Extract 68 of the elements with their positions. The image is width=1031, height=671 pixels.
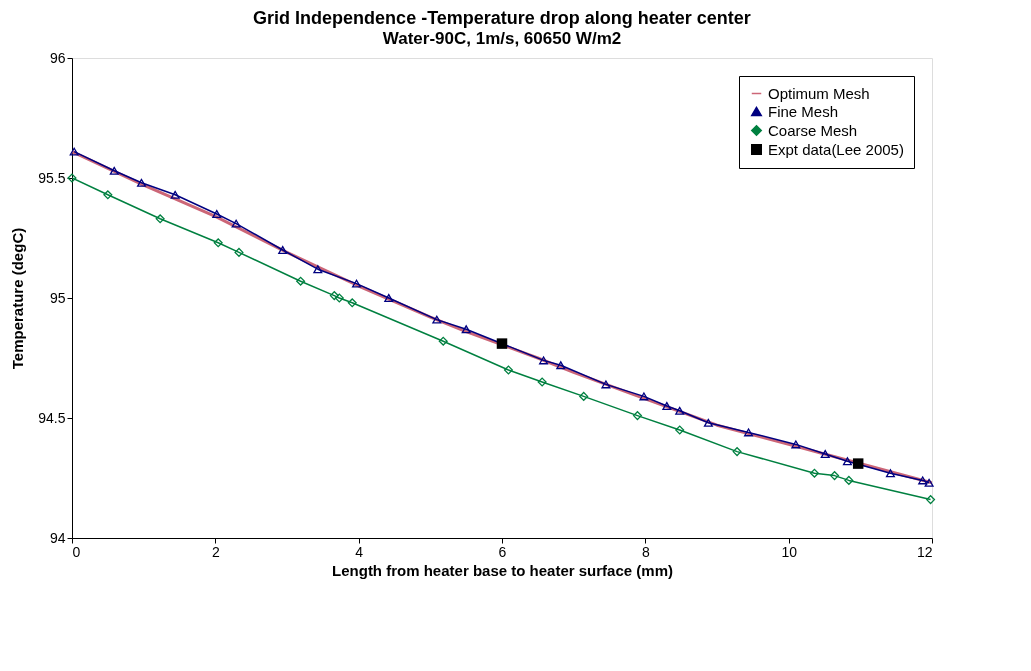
point (809, 468, 819, 478)
point (556, 361, 566, 370)
point (852, 458, 864, 469)
legend-label: Optimum Mesh (768, 84, 870, 102)
point (496, 338, 508, 349)
point (170, 190, 180, 199)
point (329, 291, 339, 301)
point (632, 411, 642, 421)
point (675, 406, 685, 415)
point (212, 210, 222, 218)
legend-label: Fine Mesh (768, 102, 839, 120)
x-tick-label: 4 (355, 543, 364, 560)
point (820, 450, 830, 458)
point (926, 495, 936, 505)
point (278, 246, 288, 254)
legend-label: Coarse Mesh (768, 121, 858, 139)
point (744, 428, 754, 437)
point (109, 166, 119, 175)
point (347, 298, 357, 308)
point (155, 214, 165, 224)
x-tick-label: 6 (498, 543, 507, 560)
x-tick-label: 12 (916, 543, 933, 560)
point (537, 377, 547, 387)
point (830, 471, 840, 481)
point (231, 219, 241, 228)
chart-title: Grid Independence -Temperature drop along heater center (253, 8, 751, 28)
point (103, 190, 113, 200)
legend-label: Expt data(Lee 2005) (768, 140, 904, 158)
point (438, 336, 448, 346)
point (791, 440, 801, 449)
point (842, 457, 852, 466)
point (885, 469, 895, 478)
point (732, 447, 742, 457)
point (136, 178, 147, 187)
point (918, 476, 928, 485)
x-tick-label: 2 (211, 543, 220, 560)
point (296, 276, 306, 286)
point (675, 425, 685, 435)
y-tick-label: 95 (49, 289, 66, 306)
x-tick-label: 8 (641, 543, 650, 560)
point (334, 293, 344, 303)
point (639, 392, 649, 401)
point (234, 247, 244, 257)
point (461, 325, 471, 334)
y-axis-title: Temperature (degC) (9, 227, 27, 370)
point (69, 147, 79, 156)
point (924, 478, 934, 487)
point (351, 279, 362, 288)
x-axis-title: Length from heater base to heater surface (mm) (332, 561, 673, 579)
point (662, 402, 672, 410)
y-tick-label: 95.5 (38, 169, 66, 186)
point (432, 315, 442, 324)
point (213, 238, 223, 248)
chart-subtitle: Water-90C, 1m/s, 60650 W/m2 (382, 29, 622, 48)
point (539, 356, 549, 365)
point (503, 365, 513, 375)
point (703, 418, 713, 427)
point (844, 475, 854, 485)
point (313, 265, 323, 274)
point (384, 294, 394, 302)
y-tick-label: 96 (49, 49, 66, 66)
point (601, 380, 611, 389)
point (579, 391, 589, 401)
x-tick-label: 10 (781, 543, 798, 560)
y-tick-label: 94 (49, 529, 66, 546)
y-tick-label: 94.5 (38, 409, 66, 426)
x-tick-label: 0 (72, 543, 81, 560)
point (67, 173, 77, 183)
